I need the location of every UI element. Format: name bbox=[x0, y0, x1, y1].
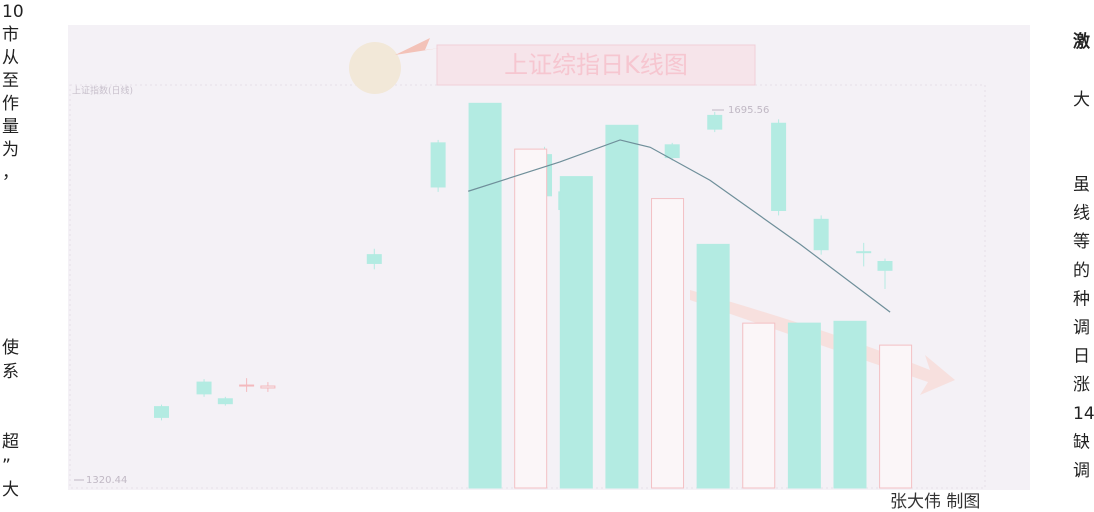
candle-body bbox=[771, 122, 787, 212]
candle-body bbox=[217, 398, 233, 405]
chart-background bbox=[68, 25, 1030, 490]
column-text: 超 bbox=[2, 432, 19, 452]
candle-body bbox=[707, 114, 723, 130]
column-text: 等 bbox=[1073, 232, 1090, 252]
candle-body bbox=[366, 254, 382, 264]
candle-body bbox=[154, 406, 169, 418]
column-text: 使 bbox=[2, 337, 19, 358]
candle-body bbox=[856, 251, 872, 254]
candle-body bbox=[260, 385, 276, 389]
volume-bar bbox=[514, 148, 548, 489]
volume-bar bbox=[742, 322, 776, 489]
column-text: 种 bbox=[1073, 289, 1090, 309]
low-annotation: 1320.44 bbox=[86, 475, 127, 486]
column-text: 市 bbox=[2, 25, 19, 45]
column-text: 虽 bbox=[1073, 175, 1090, 195]
chart-title: 上证综指日K线图 bbox=[504, 51, 688, 79]
column-text: 10 bbox=[2, 2, 24, 22]
volume-bar bbox=[651, 198, 685, 489]
column-text: 调 bbox=[1073, 461, 1090, 481]
volume-bar bbox=[879, 344, 913, 489]
column-text: 调 bbox=[1073, 318, 1090, 338]
column-text: ” bbox=[2, 456, 11, 476]
volume-bar bbox=[833, 320, 867, 489]
average-line bbox=[468, 139, 891, 313]
title-logo bbox=[349, 42, 401, 94]
column-text: 为 bbox=[2, 140, 19, 160]
trend-arrow bbox=[690, 290, 955, 395]
column-text: 日 bbox=[1073, 347, 1090, 367]
column-text: 大 bbox=[2, 480, 19, 500]
column-text: 作 bbox=[2, 94, 19, 114]
column-text: 线 bbox=[1073, 204, 1090, 224]
candle-body bbox=[239, 384, 255, 387]
volume-bar bbox=[696, 243, 730, 489]
column-text: ， bbox=[2, 163, 19, 183]
candle-body bbox=[813, 218, 829, 251]
column-text: 至 bbox=[2, 71, 19, 91]
column-text: 从 bbox=[2, 48, 19, 68]
volume-bar bbox=[468, 102, 502, 489]
column-text: 涨 bbox=[1073, 375, 1090, 395]
candle-body bbox=[196, 381, 212, 395]
high-annotation: 1695.56 bbox=[728, 105, 769, 116]
volume-bar bbox=[605, 124, 639, 489]
right-heading: 激 bbox=[1073, 31, 1090, 52]
candle-body bbox=[664, 144, 680, 159]
right-byline: 大 bbox=[1073, 90, 1090, 110]
column-text: 系 bbox=[2, 362, 19, 382]
volume-bar bbox=[559, 176, 593, 489]
volume-bar bbox=[787, 322, 821, 489]
chart-subtitle: 上证指数(日线) bbox=[72, 85, 133, 97]
column-text: 缺 bbox=[1073, 432, 1090, 452]
credit: 张大伟 制图 bbox=[890, 492, 980, 512]
title-banner bbox=[436, 44, 756, 86]
column-text: 量 bbox=[2, 117, 19, 137]
column-text: 的 bbox=[1073, 261, 1090, 281]
column-text: 14 bbox=[1073, 404, 1094, 424]
candle-body bbox=[430, 142, 446, 188]
title-arrow bbox=[395, 38, 440, 55]
candle-body bbox=[877, 260, 893, 271]
